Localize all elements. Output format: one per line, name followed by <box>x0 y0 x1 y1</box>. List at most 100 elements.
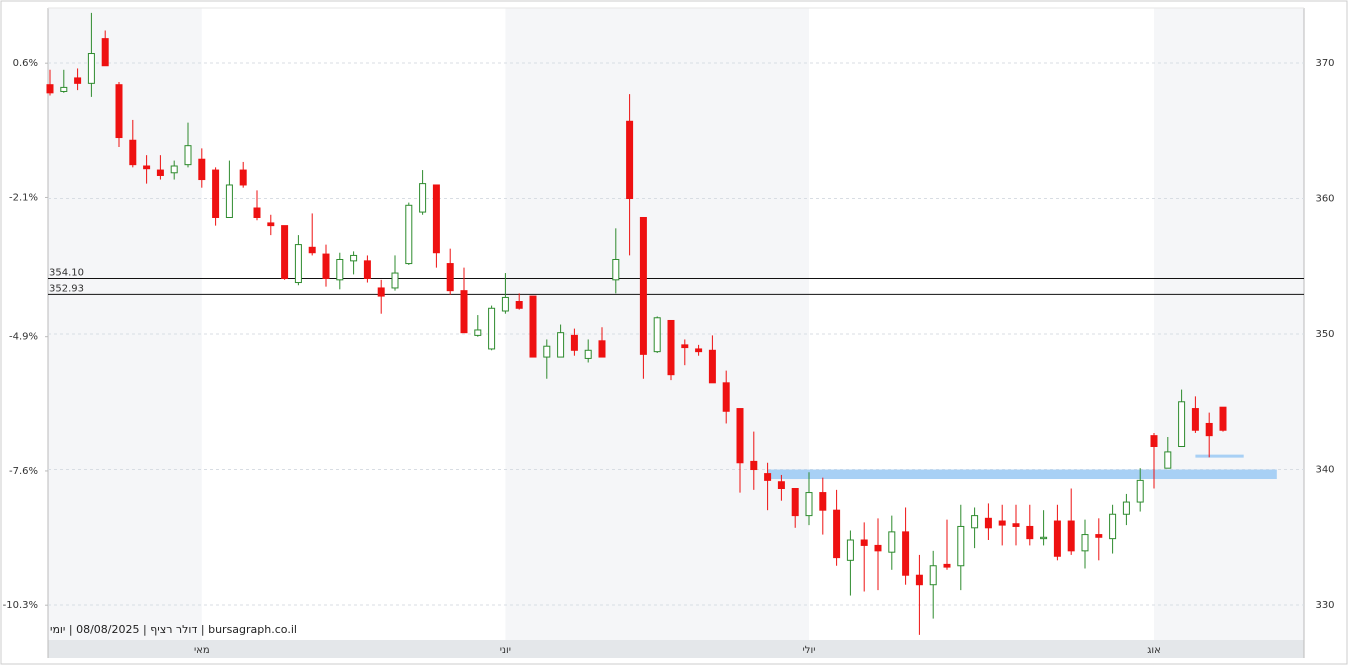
candle-body <box>1026 525 1034 540</box>
y-tick-label: 370 <box>1315 58 1334 69</box>
candle-body <box>722 382 730 412</box>
candle-body <box>598 340 606 358</box>
y2-tick-label: -7.6% <box>9 466 38 477</box>
candle-body <box>1067 520 1075 552</box>
candle-body <box>60 86 68 92</box>
x-tick-label: מאי <box>194 645 210 656</box>
candle-body <box>212 169 220 218</box>
candle-body <box>736 408 744 464</box>
candle-body <box>777 481 785 490</box>
candle-body <box>170 165 178 174</box>
footer: bursagraph.co.il | דולר רציף | 08/08/202… <box>50 623 297 636</box>
y2-tick-label: -2.1% <box>9 192 38 203</box>
candle-body <box>833 509 841 559</box>
candle-body <box>1219 406 1227 431</box>
candle-body <box>846 539 854 561</box>
candle-body <box>239 169 247 186</box>
candle-body <box>557 332 565 358</box>
candle-body <box>1040 536 1048 540</box>
candle-body <box>198 158 206 181</box>
candle-body <box>253 207 261 218</box>
x-axis-strip <box>48 640 1304 658</box>
candle-body <box>1164 451 1172 469</box>
candle-body <box>791 488 799 517</box>
candle-body <box>1012 523 1020 527</box>
candle-body <box>46 84 54 94</box>
candle-body <box>750 460 758 471</box>
candle-body <box>639 216 647 355</box>
candle-body <box>874 544 882 552</box>
candle-body <box>363 260 371 279</box>
candle-body <box>1109 513 1117 540</box>
zone <box>1195 454 1244 458</box>
candle-body <box>322 253 330 279</box>
candle-body <box>267 222 275 227</box>
candle-body <box>915 574 923 586</box>
candle-body <box>929 565 937 586</box>
candle-body <box>143 165 151 170</box>
candle-body <box>391 272 399 289</box>
candle-body <box>350 254 358 262</box>
candle-body <box>1081 534 1089 552</box>
candle-body <box>377 287 385 297</box>
candle-body <box>584 349 592 359</box>
candle-body <box>1095 534 1103 538</box>
candle-body <box>156 169 164 176</box>
candle-body <box>1150 435 1158 447</box>
zone <box>767 469 1277 480</box>
candle-body <box>419 183 427 213</box>
candle-body <box>101 38 109 67</box>
candle-body <box>74 77 82 84</box>
candle-body <box>225 184 233 218</box>
candle-body <box>1205 422 1213 437</box>
candle-body <box>1136 479 1144 503</box>
candle-body <box>515 301 523 309</box>
candle-body <box>695 348 703 353</box>
candle-body <box>957 525 965 567</box>
candle-body <box>115 84 123 139</box>
candle-body <box>681 344 689 349</box>
background <box>48 8 1304 658</box>
candle-body <box>529 295 537 358</box>
candle-body <box>308 246 316 254</box>
candle-body <box>805 492 813 517</box>
candle-body <box>998 520 1006 526</box>
y2-tick-label: -4.9% <box>9 332 38 343</box>
candle-body <box>626 120 634 200</box>
candle-body <box>971 515 979 529</box>
y-tick-label: 330 <box>1315 600 1334 611</box>
candle-body <box>570 334 578 351</box>
candle-body <box>460 290 468 334</box>
candle-body <box>819 492 827 511</box>
candle-body <box>294 244 302 284</box>
candle-body <box>488 307 496 350</box>
candle-body <box>432 184 440 254</box>
y-tick-label: 340 <box>1315 465 1334 476</box>
candle-body <box>336 258 344 281</box>
candle-body <box>1122 501 1130 515</box>
y-tick-label: 360 <box>1315 194 1334 205</box>
candle-body <box>405 204 413 265</box>
candle-body <box>612 258 620 281</box>
candle-body <box>860 539 868 546</box>
month-shade <box>48 8 202 640</box>
y-tick-label: 350 <box>1315 329 1334 340</box>
candle-body <box>184 145 192 166</box>
candle-body <box>902 531 910 576</box>
candle-body <box>446 263 454 292</box>
month-shade <box>1154 8 1304 640</box>
x-tick-label: יוני <box>500 645 511 656</box>
candle-body <box>708 349 716 384</box>
candle-body <box>653 317 661 353</box>
candle-body <box>1053 520 1061 557</box>
candle-body <box>501 296 509 312</box>
y2-tick-label: -10.3% <box>3 600 38 611</box>
y2-tick-label: 0.6% <box>13 58 38 69</box>
x-tick-label: אוג <box>1147 645 1161 656</box>
candle-body <box>667 319 675 376</box>
candle-body <box>1191 408 1199 431</box>
candle-body <box>764 473 772 481</box>
candle-body <box>943 563 951 568</box>
candle-body <box>474 329 482 336</box>
